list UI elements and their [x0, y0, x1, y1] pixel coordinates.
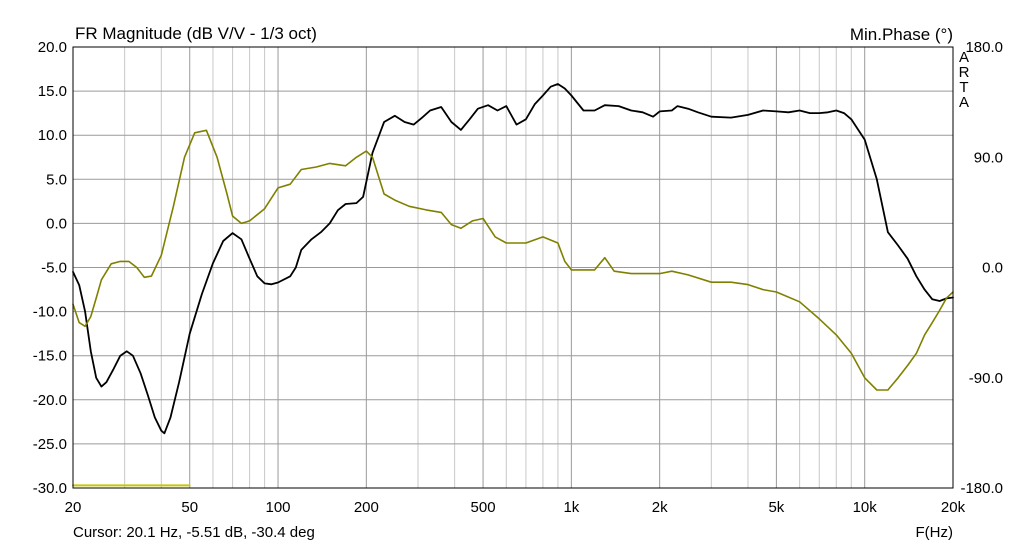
- watermark-letter: A: [959, 94, 969, 111]
- y2-tick-label: -180.0: [960, 480, 1003, 497]
- x-tick-label: 20: [65, 499, 82, 516]
- x-axis-label: F(Hz): [916, 524, 954, 541]
- x-tick-label: 100: [266, 499, 291, 516]
- chart-title: FR Magnitude (dB V/V - 1/3 oct): [75, 24, 317, 43]
- y-tick-label: -30.0: [33, 480, 67, 497]
- phase-series-line: [72, 129, 954, 391]
- right-axis-title: Min.Phase (°): [850, 25, 953, 44]
- cursor-readout: Cursor: 20.1 Hz, -5.51 dB, -30.4 deg: [73, 524, 315, 541]
- y-tick-label: 10.0: [38, 127, 67, 144]
- y2-tick-label: 0.0: [982, 260, 1003, 277]
- x-tick-label: 500: [471, 499, 496, 516]
- watermark-letter: A: [959, 49, 969, 66]
- plot-frame: [72, 46, 954, 489]
- x-tick-label: 1k: [563, 499, 579, 516]
- chart-grid: [73, 47, 953, 488]
- y-tick-label: -10.0: [33, 304, 67, 321]
- x-tick-label: 200: [354, 499, 379, 516]
- x-tick-label: 2k: [652, 499, 668, 516]
- x-tick-label: 20k: [941, 499, 966, 516]
- chart-labels: 20 50 100 200 500 1k 2k 5k 10k 20k 20.0 15.0 10.0 5.0…: [33, 39, 1003, 516]
- y-tick-label: -15.0: [33, 348, 67, 365]
- x-tick-label: 50: [181, 499, 198, 516]
- y2-tick-label: 90.0: [974, 149, 1003, 166]
- watermark-letter: T: [959, 79, 968, 96]
- x-tick-label: 10k: [853, 499, 878, 516]
- magnitude-series-line: [72, 83, 954, 435]
- y-tick-label: -20.0: [33, 392, 67, 409]
- y-tick-label: 5.0: [46, 171, 67, 188]
- y-tick-label: 15.0: [38, 83, 67, 100]
- chart-curves: [72, 83, 954, 487]
- y2-tick-label: 180.0: [965, 39, 1003, 56]
- x-tick-label: 5k: [768, 499, 784, 516]
- watermark-letter: R: [959, 64, 970, 81]
- y-tick-label: 20.0: [38, 39, 67, 56]
- y2-tick-label: -90.0: [969, 370, 1003, 387]
- y-tick-label: 0.0: [46, 215, 67, 232]
- y-tick-label: -5.0: [41, 260, 67, 277]
- y-tick-label: -25.0: [33, 436, 67, 453]
